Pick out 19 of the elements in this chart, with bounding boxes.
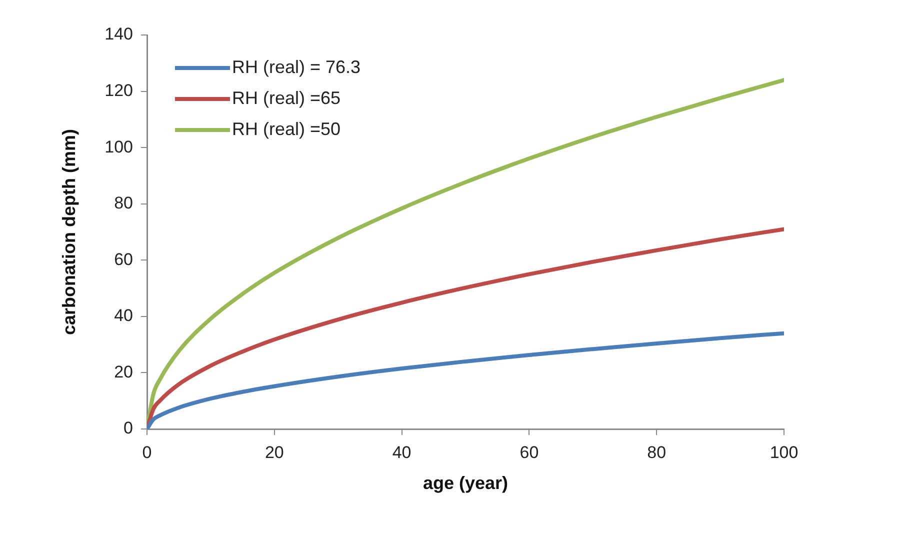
x-tick-label: 100 <box>770 442 798 462</box>
y-axis-title: carbonation depth (mm) <box>58 128 79 335</box>
y-tick-label: 100 <box>104 137 133 156</box>
y-tick-label: 80 <box>114 194 133 213</box>
y-tick-label: 0 <box>124 418 133 438</box>
y-tick-label: 20 <box>114 362 133 382</box>
y-tick-label: 120 <box>104 80 133 100</box>
x-tick-label: 20 <box>264 442 284 462</box>
y-tick-label: 40 <box>114 306 133 326</box>
y-tick-label: 140 <box>104 24 133 44</box>
x-tick-label: 80 <box>647 442 666 462</box>
y-tick-label: 60 <box>114 250 133 269</box>
legend-label: RH (real) = 76.3 <box>232 57 361 78</box>
legend-label: RH (real) =65 <box>232 88 341 109</box>
x-axis-title: age (year) <box>422 473 508 494</box>
x-tick-label: 60 <box>520 442 539 462</box>
x-tick-label: 0 <box>142 442 152 462</box>
legend-label: RH (real) =50 <box>232 119 341 140</box>
x-tick-label: 40 <box>392 442 412 462</box>
